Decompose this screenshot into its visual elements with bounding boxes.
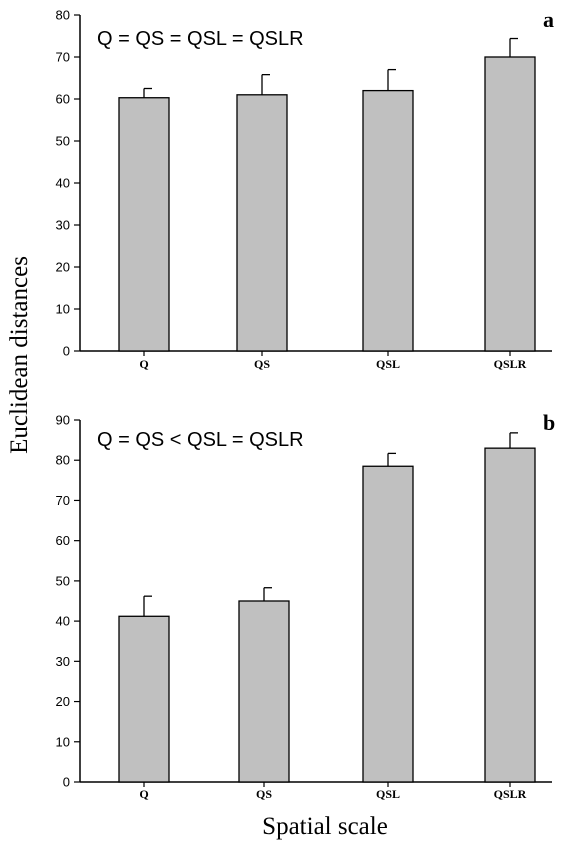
category-label: Q: [139, 787, 148, 801]
y-tick-label: 60: [56, 533, 70, 548]
y-tick-label: 0: [63, 344, 70, 359]
bar: [484, 447, 536, 783]
category-label: QSLR: [494, 787, 527, 801]
y-tick-label: 40: [56, 614, 70, 629]
chart-panel-a: Q = QS = QSL = QSLR a 0 10 20 30 40 50 60 70 80 Q…: [56, 7, 554, 371]
panel-a-annotation: Q = QS = QSL = QSLR: [97, 28, 304, 50]
y-axis-title: Euclidean distances: [6, 256, 33, 454]
category-label: QSL: [376, 357, 400, 371]
y-tick-label: 50: [56, 134, 70, 149]
panel-b-annotation: Q = QS < QSL = QSLR: [97, 429, 304, 451]
bar: [362, 89, 414, 352]
y-tick-label: 90: [56, 413, 70, 428]
bar: [236, 94, 288, 352]
panel-a-label: a: [543, 7, 554, 32]
bar: [238, 600, 290, 783]
bar: [118, 615, 170, 783]
y-tick-label: 20: [56, 694, 70, 709]
x-axis-title: Spatial scale: [262, 813, 388, 840]
y-tick-label: 30: [56, 218, 70, 233]
bar: [362, 465, 414, 783]
category-label: QSLR: [494, 357, 527, 371]
category-label: Q: [139, 357, 148, 371]
bar: [484, 56, 536, 352]
y-tick-label: 70: [56, 493, 70, 508]
y-tick-label: 40: [56, 176, 70, 191]
y-tick-label: 50: [56, 573, 70, 588]
y-tick-label: 0: [63, 775, 70, 790]
y-tick-label: 60: [56, 92, 70, 107]
panel-b-label: b: [543, 410, 555, 435]
category-label: QS: [254, 357, 270, 371]
y-tick-label: 80: [56, 8, 70, 23]
y-tick-label: 10: [56, 302, 70, 317]
bar: [118, 97, 170, 352]
y-tick-label: 30: [56, 654, 70, 669]
y-tick-label: 80: [56, 453, 70, 468]
y-tick-label: 10: [56, 734, 70, 749]
y-tick-label: 20: [56, 260, 70, 275]
category-label: QSL: [376, 787, 400, 801]
y-tick-label: 70: [56, 50, 70, 65]
category-label: QS: [256, 787, 272, 801]
chart-panel-b: Q = QS < QSL = QSLR b 0 10 20 30 40 50 60 70 80 9…: [56, 410, 556, 801]
